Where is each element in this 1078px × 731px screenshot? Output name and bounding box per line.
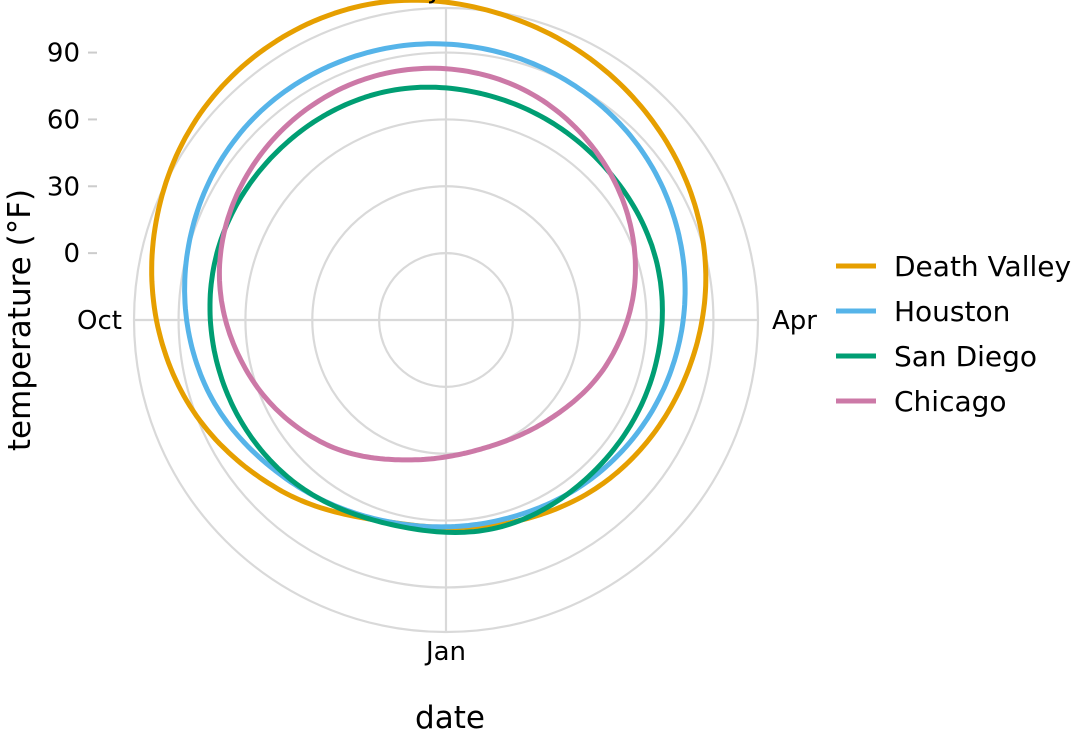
legend-label: Death Valley <box>894 250 1071 283</box>
angular-tick-label: Apr <box>772 306 817 336</box>
y-axis-title: temperature (°F) <box>2 189 38 451</box>
angular-tick-label: Jul <box>428 0 461 5</box>
series-line-san-diego <box>207 84 665 535</box>
series-lines <box>149 0 709 535</box>
angular-tick-label: Oct <box>77 306 122 336</box>
tick-labels: 0 30 60 90 Jan Apr Jul Oct <box>47 0 817 667</box>
series-line-death-valley <box>149 0 709 531</box>
y-tick-label: 30 <box>47 172 80 202</box>
legend: Death Valley Houston San Diego Chicago <box>836 250 1071 418</box>
y-tick-label: 90 <box>47 39 80 69</box>
y-tick-label: 60 <box>47 105 80 135</box>
legend-label: Houston <box>894 295 1010 328</box>
x-axis-title: date <box>415 700 485 731</box>
legend-label: Chicago <box>894 385 1007 418</box>
legend-label: San Diego <box>894 340 1037 373</box>
angular-tick-label: Jan <box>424 637 466 667</box>
series-line-chicago <box>216 65 638 463</box>
polar-grid <box>132 6 760 634</box>
y-tick-label: 0 <box>63 239 80 269</box>
